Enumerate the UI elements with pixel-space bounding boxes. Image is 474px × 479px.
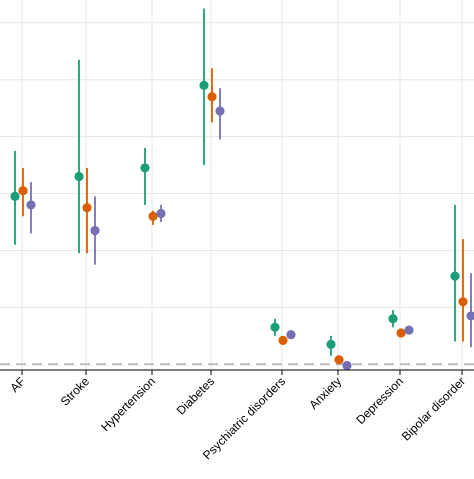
data-point [82, 203, 92, 213]
data-point [278, 335, 288, 345]
x-tick-label: Depression [353, 374, 406, 427]
data-point [199, 80, 209, 90]
x-tick-label: Anxiety [306, 374, 344, 412]
point-layer [10, 80, 474, 371]
x-tick-label: Hypertension [98, 374, 158, 434]
data-point [26, 200, 36, 210]
data-point [148, 211, 158, 221]
data-point [342, 360, 352, 371]
grid-layer [0, 0, 474, 370]
data-point [215, 106, 225, 116]
data-point [388, 314, 398, 324]
x-tick-label: Stroke [58, 374, 93, 409]
data-point [286, 330, 296, 340]
data-point [396, 328, 406, 338]
data-point [156, 208, 166, 219]
data-point [10, 191, 20, 201]
data-point [404, 325, 414, 335]
data-point [270, 322, 280, 332]
x-tick-label: Diabetes [174, 374, 217, 417]
data-point [450, 271, 460, 281]
data-point [334, 355, 344, 365]
data-point [466, 311, 474, 321]
data-point [207, 92, 217, 102]
x-tick-label: AF [7, 374, 28, 395]
data-point [18, 186, 28, 196]
data-point [458, 297, 468, 307]
x-tick-label: Bipolar disorder [399, 374, 468, 443]
x-axis: AF Stroke Hypertension DiabetesPsychiatric … [0, 369, 474, 462]
data-point [74, 171, 84, 182]
data-point [90, 225, 100, 236]
whisker-layer [14, 8, 472, 369]
data-point [326, 339, 336, 349]
data-point [140, 163, 150, 173]
